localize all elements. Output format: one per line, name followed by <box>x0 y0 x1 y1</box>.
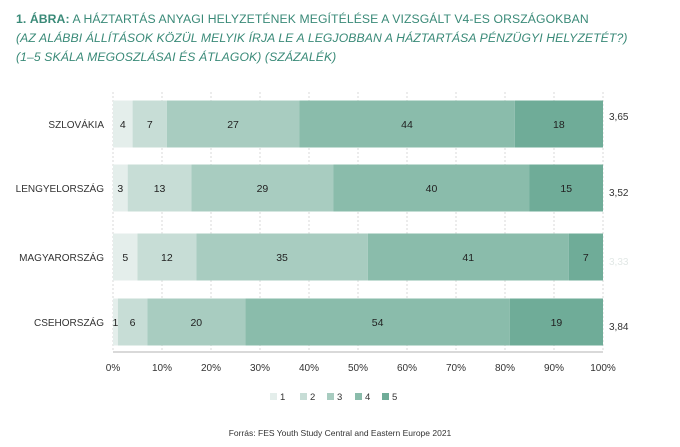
legend-swatch <box>327 393 334 400</box>
data-label: 20 <box>190 317 202 329</box>
bar-segment <box>127 164 192 212</box>
bar-segment <box>166 100 300 148</box>
data-label: 41 <box>462 252 474 264</box>
x-tick-label: 40% <box>299 363 319 374</box>
data-label: 40 <box>426 183 438 195</box>
bar-segment <box>137 233 197 281</box>
legend-swatch <box>355 393 362 400</box>
bar-segment <box>113 164 128 212</box>
data-label: 15 <box>560 183 572 195</box>
legend-label: 1 <box>280 392 285 403</box>
category-label: LENGYELORSZÁG <box>16 182 105 195</box>
bar-segment <box>132 100 167 148</box>
data-label: 27 <box>227 119 239 131</box>
bar-segment <box>117 298 148 346</box>
legend-swatch <box>270 393 277 400</box>
legend-label: 3 <box>337 392 342 403</box>
category-label: CSEHORSZÁG <box>34 316 104 329</box>
average-value: 3,65 <box>609 112 629 123</box>
category-label: SZLOVÁKIA <box>48 118 104 131</box>
bar-segment <box>245 298 510 346</box>
data-label: 54 <box>372 317 384 329</box>
data-label: 7 <box>147 119 153 131</box>
legend-label: 4 <box>365 392 370 403</box>
x-tick-label: 30% <box>250 363 270 374</box>
bar-segment <box>333 164 530 212</box>
category-label: MAGYARORSZÁG <box>19 251 104 264</box>
data-label: 3 <box>117 183 123 195</box>
bar-segment <box>514 100 603 148</box>
x-tick-label: 100% <box>590 363 616 374</box>
source-note: Forrás: FES Youth Study Central and East… <box>228 428 452 438</box>
bar-segment <box>113 100 133 148</box>
chart-subtitle-question: (AZ ALÁBBI ÁLLÍTÁSOK KÖZÜL MELYIK ÍRJA L… <box>16 31 628 45</box>
data-label: 5 <box>122 252 128 264</box>
bar-segment <box>113 298 118 346</box>
bar-segment <box>147 298 246 346</box>
average-value: 3,33 <box>609 257 629 268</box>
data-label: 29 <box>257 183 269 195</box>
data-label: 7 <box>583 252 589 264</box>
x-tick-label: 0% <box>106 363 121 374</box>
bar-segment <box>191 164 334 212</box>
data-label: 13 <box>154 183 166 195</box>
bar-segment <box>113 233 138 281</box>
data-label: 18 <box>553 119 565 131</box>
bar-segment <box>568 233 603 281</box>
x-tick-label: 80% <box>495 363 515 374</box>
legend-label: 2 <box>310 392 315 403</box>
data-label: 12 <box>161 252 173 264</box>
bar-segment <box>299 100 515 148</box>
x-tick-label: 60% <box>397 363 417 374</box>
figure-number: 1. ÁBRA: <box>16 12 70 26</box>
title-text: A HÁZTARTÁS ANYAGI HELYZETÉNEK MEGÍTÉLÉS… <box>72 12 589 26</box>
legend-swatch <box>300 393 307 400</box>
x-tick-label: 10% <box>152 363 172 374</box>
x-tick-label: 70% <box>446 363 466 374</box>
data-label: 35 <box>276 252 288 264</box>
x-tick-label: 90% <box>544 363 564 374</box>
average-value: 3,52 <box>609 188 629 199</box>
bar-segment <box>529 164 603 212</box>
data-label: 1 <box>113 317 119 329</box>
chart-subtitle-scale: (1–5 SKÁLA MEGOSZLÁSAI ÉS ÁTLAGOK) (SZÁZ… <box>16 50 337 64</box>
data-label: 6 <box>130 317 136 329</box>
data-label: 44 <box>401 119 413 131</box>
chart-title: 1. ÁBRA: A HÁZTARTÁS ANYAGI HELYZETÉNEK … <box>16 10 666 29</box>
bar-segment <box>196 233 368 281</box>
x-tick-label: 50% <box>348 363 368 374</box>
x-tick-label: 20% <box>201 363 221 374</box>
bar-segment <box>509 298 603 346</box>
average-value: 3,84 <box>609 322 629 333</box>
legend-label: 5 <box>392 392 397 403</box>
data-label: 19 <box>551 317 563 329</box>
chart-title-block: 1. ÁBRA: A HÁZTARTÁS ANYAGI HELYZETÉNEK … <box>16 10 666 67</box>
legend-swatch <box>382 393 389 400</box>
bar-segment <box>367 233 569 281</box>
data-label: 4 <box>120 119 126 131</box>
